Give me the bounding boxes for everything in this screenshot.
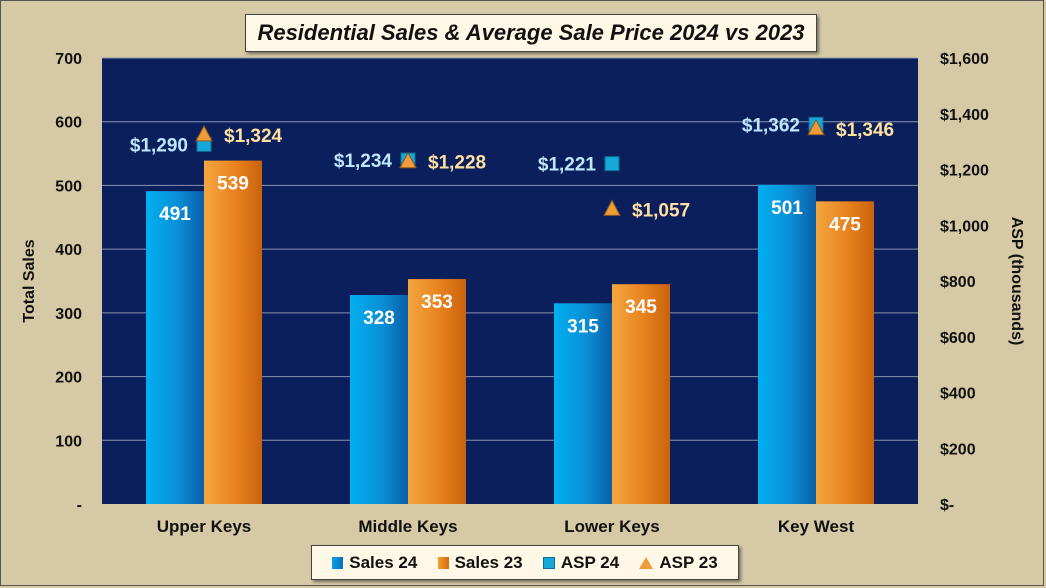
legend-item-asp24: ASP 24 — [542, 552, 620, 573]
legend-marker-asp24 — [542, 556, 555, 569]
asp24-data-label: $1,290 — [130, 135, 188, 156]
y2-tick-label: $1,400 — [940, 107, 989, 124]
asp24-data-label: $1,221 — [538, 155, 597, 176]
y2-axis-title: ASP (thousands) — [1008, 217, 1025, 346]
legend-label-sales23: Sales 23 — [454, 552, 523, 572]
y2-tick-label: $400 — [940, 386, 976, 403]
bar-data-label: 491 — [159, 204, 191, 225]
bar-data-label: 475 — [829, 214, 861, 235]
legend-label-sales24: Sales 24 — [349, 552, 418, 572]
bar-sales23 — [816, 201, 874, 504]
y2-tick-label: $200 — [940, 441, 976, 458]
y-tick-label: 700 — [55, 51, 82, 68]
bar-data-label: 353 — [421, 292, 453, 313]
y-axis-title: Total Sales — [21, 239, 38, 322]
x-tick-label: Lower Keys — [564, 517, 659, 536]
x-tick-label: Middle Keys — [358, 517, 457, 536]
y2-tick-label: $600 — [940, 330, 976, 347]
legend-swatch-sales23 — [437, 556, 449, 569]
asp24-data-label: $1,362 — [742, 115, 800, 136]
asp23-data-label: $1,228 — [428, 153, 486, 174]
bar-sales23 — [408, 279, 466, 504]
y-tick-label: 600 — [55, 115, 82, 132]
chart-title: Residential Sales & Average Sale Price 2… — [245, 14, 817, 52]
bar-data-label: 345 — [625, 297, 657, 318]
marker-asp23 — [399, 151, 417, 169]
y2-tick-label: $- — [940, 497, 954, 514]
y-tick-label: 300 — [55, 306, 82, 323]
asp23-data-label: $1,057 — [632, 200, 690, 221]
bar-data-label: 501 — [771, 198, 803, 219]
bar-sales24 — [146, 191, 204, 505]
bar-data-label: 328 — [363, 308, 395, 329]
bar-sales24 — [350, 295, 408, 504]
y-tick-label: 500 — [55, 178, 82, 195]
marker-asp24 — [604, 156, 620, 172]
asp23-data-label: $1,346 — [836, 120, 894, 141]
y2-tick-label: $1,200 — [940, 163, 989, 180]
bar-sales23 — [204, 160, 262, 504]
legend-label-asp23: ASP 23 — [659, 552, 718, 572]
legend-marker-asp23 — [639, 556, 654, 569]
legend: Sales 24 Sales 23 ASP 24 ASP 23 — [311, 545, 739, 580]
asp24-data-label: $1,234 — [334, 151, 393, 172]
bar-data-label: 539 — [217, 174, 249, 195]
y2-tick-label: $1,600 — [940, 51, 989, 68]
y-tick-label: 400 — [55, 242, 82, 259]
bar-sales23 — [612, 284, 670, 504]
bar-sales24 — [758, 184, 816, 504]
legend-label-asp24: ASP 24 — [560, 552, 620, 572]
bar-data-label: 315 — [567, 316, 599, 337]
y-tick-label: - — [77, 497, 82, 514]
x-tick-label: Upper Keys — [157, 517, 251, 536]
x-tick-label: Key West — [778, 517, 855, 536]
y-tick-label: 100 — [55, 433, 82, 450]
y2-tick-label: $800 — [940, 274, 976, 291]
asp23-data-label: $1,324 — [224, 126, 283, 147]
legend-item-sales24: Sales 24 — [332, 553, 417, 573]
marker-asp23 — [603, 199, 621, 216]
legend-item-sales23: Sales 23 — [437, 552, 523, 573]
legend-item-asp23: ASP 23 — [639, 552, 718, 573]
y2-tick-label: $1,000 — [940, 218, 989, 235]
y-tick-label: 200 — [55, 370, 82, 387]
marker-asp23 — [807, 118, 825, 136]
legend-swatch-sales24 — [332, 556, 344, 569]
bar-sales24 — [554, 303, 612, 504]
marker-asp23 — [195, 124, 213, 142]
